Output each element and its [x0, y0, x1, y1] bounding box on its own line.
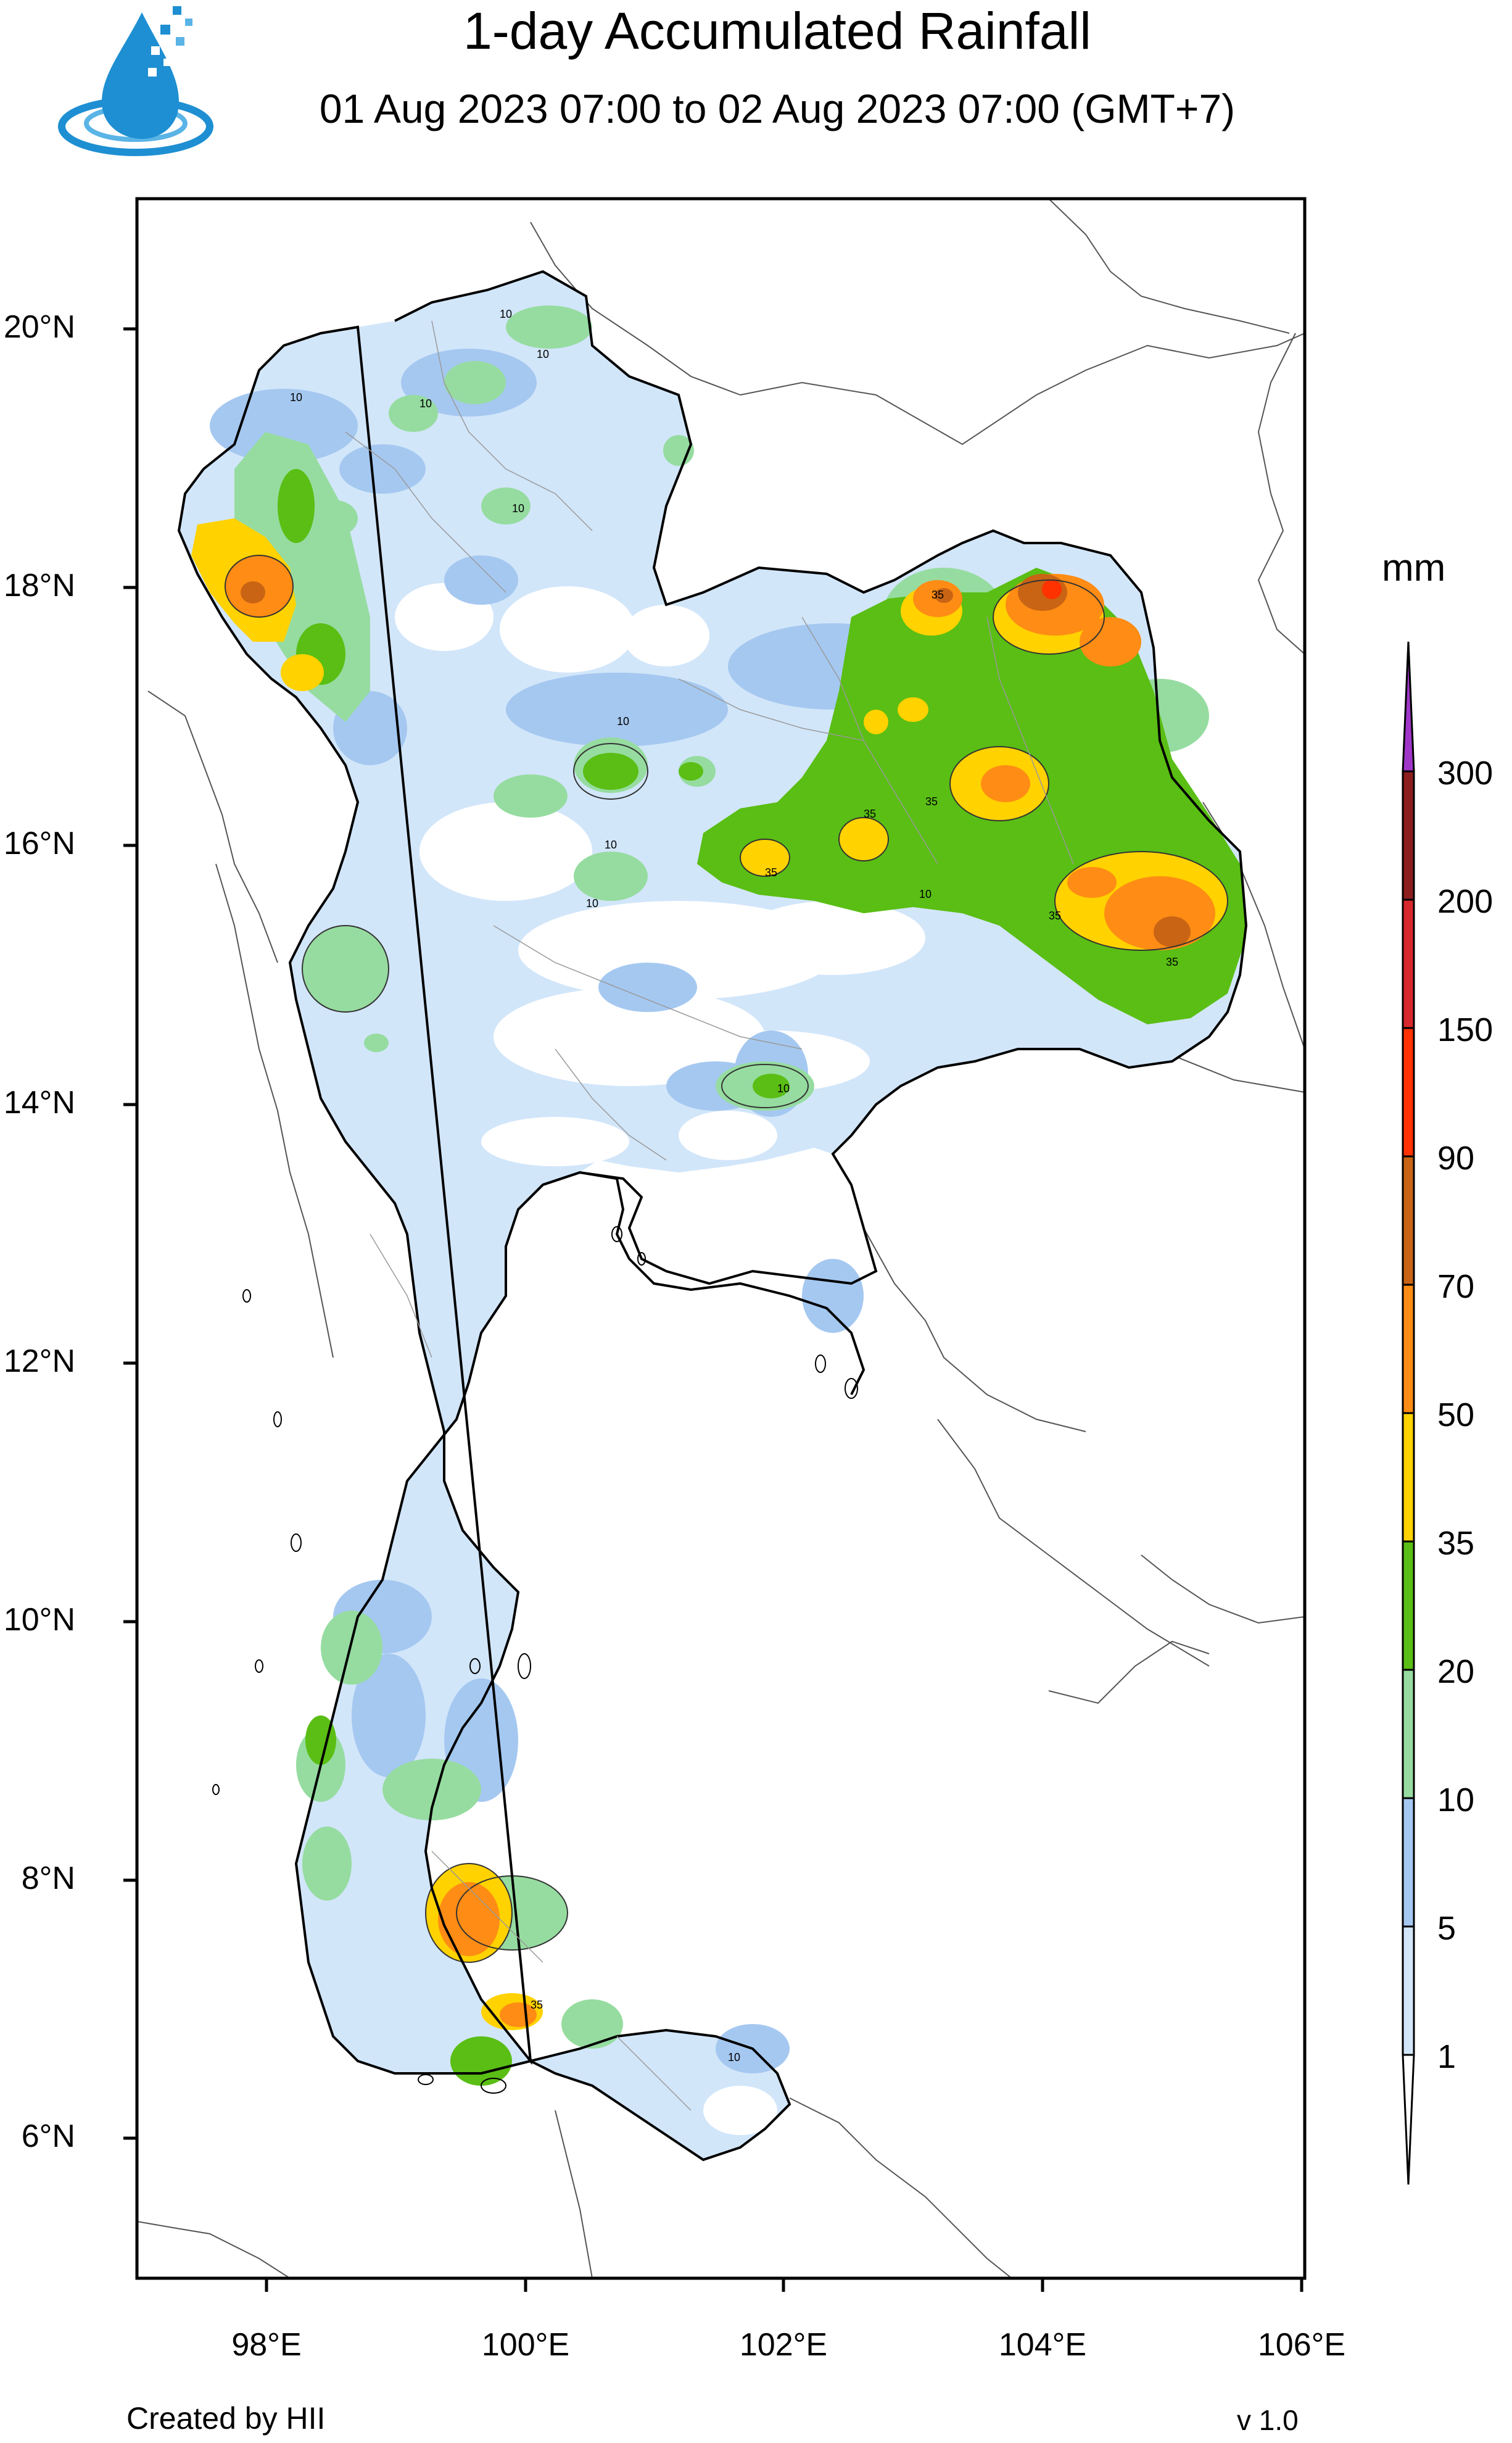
lon-label: 104°E	[998, 2327, 1087, 2363]
version-text: v 1.0	[1237, 2404, 1299, 2436]
rainfall-fill-below-1	[395, 583, 925, 2135]
lon-label: 102°E	[739, 2327, 828, 2363]
map-frame	[135, 197, 1307, 2280]
province-boundaries	[345, 320, 1074, 2111]
lon-label: 100°E	[481, 2327, 570, 2363]
contour-label: 10	[777, 1082, 790, 1095]
colorbar-label: 150	[1437, 1011, 1493, 1048]
contour-label: 10	[512, 502, 524, 515]
colorbar-label: 1	[1437, 2038, 1456, 2075]
thailand-border	[177, 270, 1248, 2162]
lat-label: 8°N	[21, 1860, 75, 1896]
contour-label: 10	[419, 397, 432, 410]
contour-label: 10	[617, 715, 629, 728]
lat-label: 20°N	[3, 309, 75, 345]
gulf-coastline	[517, 1171, 865, 1395]
colorbar-label: 5	[1437, 1910, 1456, 1947]
contour-label: 10	[919, 888, 932, 900]
contour-label: 35	[531, 1999, 543, 2011]
contour-label: 10	[586, 897, 598, 910]
colorbar-label: 10	[1437, 1781, 1475, 1819]
colorbar-label: 35	[1437, 1525, 1475, 1562]
lat-label: 10°N	[3, 1602, 75, 1638]
contour-labels: 10 10 10 10 10 10 10 10 35 35 35 35 35 3…	[290, 308, 1178, 2063]
contour-label: 10	[605, 839, 617, 851]
islands	[212, 1226, 858, 2094]
map-subtitle: 01 Aug 2023 07:00 to 02 Aug 2023 07:00 (…	[319, 86, 1236, 131]
colorbar-label: 70	[1437, 1268, 1475, 1305]
lat-label: 6°N	[21, 2118, 75, 2154]
rainfall-fill-90-150	[1042, 579, 1062, 599]
contour-label: 35	[1166, 956, 1178, 968]
colorbar-label: 90	[1437, 1140, 1475, 1177]
contour-label: 35	[765, 866, 777, 879]
colorbar	[1402, 641, 1415, 2185]
colorbar-label: 50	[1437, 1396, 1475, 1433]
map-title: 1-day Accumulated Rainfall	[463, 2, 1091, 60]
contour-label: 35	[932, 589, 944, 601]
contour-label: 10	[500, 308, 512, 320]
neighbor-borders	[137, 199, 1305, 2278]
colorbar-label: 300	[1437, 755, 1493, 792]
lon-ticks	[265, 2278, 1303, 2292]
lat-label: 14°N	[3, 1085, 75, 1121]
lat-label: 12°N	[3, 1343, 75, 1379]
lat-ticks	[123, 327, 137, 2140]
lon-label: 98°E	[231, 2327, 302, 2363]
lat-label: 18°N	[3, 568, 75, 603]
contour-label: 35	[864, 808, 876, 820]
colorbar-label: 200	[1437, 883, 1493, 920]
water-drop-logo-icon	[58, 6, 213, 156]
contour-label: 10	[728, 2051, 740, 2063]
lon-label: 106°E	[1257, 2327, 1346, 2363]
colorbar-label: 20	[1437, 1653, 1475, 1690]
lat-label: 16°N	[3, 826, 75, 861]
contour-label: 10	[537, 348, 549, 360]
contour-lines	[225, 555, 1228, 1963]
contour-label: 10	[290, 391, 302, 404]
contour-label: 35	[1049, 910, 1061, 922]
units-label: mm	[1382, 547, 1446, 589]
contour-label: 35	[925, 795, 938, 808]
credit-text: Created by HII	[126, 2401, 326, 2436]
